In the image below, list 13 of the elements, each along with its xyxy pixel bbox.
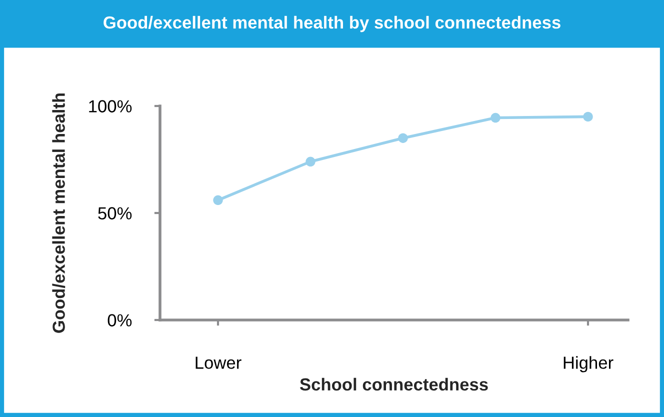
x-axis-title: School connectedness (300, 378, 488, 391)
y-axis-title: Good/excellent mental health (52, 93, 66, 333)
point (213, 195, 223, 206)
point (583, 112, 593, 122)
y-tick-label: 0% (108, 314, 132, 326)
chart-title: Good/excellent mental health by school connectedness (104, 16, 560, 32)
x-tick-label: Higher (564, 356, 614, 372)
y-tick-label: 50% (98, 207, 132, 220)
point (306, 156, 316, 166)
point (398, 133, 408, 143)
y-tick-label: 100% (89, 100, 132, 112)
x-tick-label: Lower (196, 356, 242, 369)
point (490, 112, 500, 123)
